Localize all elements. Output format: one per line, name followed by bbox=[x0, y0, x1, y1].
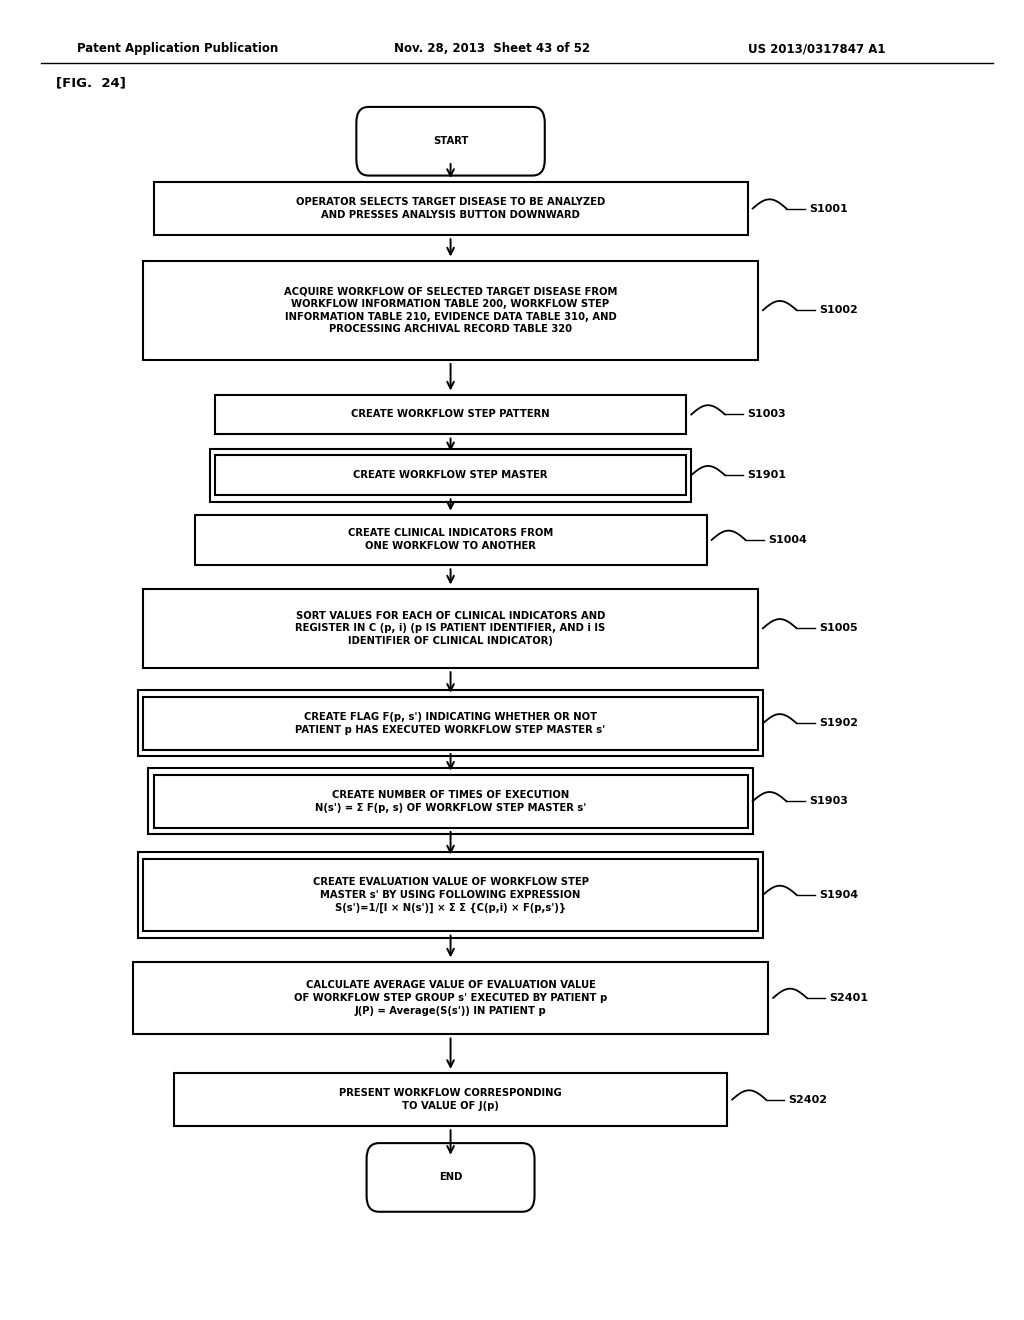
Text: END: END bbox=[439, 1172, 462, 1183]
Text: S1901: S1901 bbox=[748, 470, 786, 480]
Bar bbox=[148, 768, 753, 834]
Bar bbox=[215, 455, 686, 495]
Text: S2402: S2402 bbox=[788, 1094, 827, 1105]
Text: SORT VALUES FOR EACH OF CLINICAL INDICATORS AND
REGISTER IN C (p, i) (p IS PATIE: SORT VALUES FOR EACH OF CLINICAL INDICAT… bbox=[296, 611, 605, 645]
Text: S1003: S1003 bbox=[748, 409, 786, 420]
FancyBboxPatch shape bbox=[356, 107, 545, 176]
Text: CREATE EVALUATION VALUE OF WORKFLOW STEP
MASTER s' BY USING FOLLOWING EXPRESSION: CREATE EVALUATION VALUE OF WORKFLOW STEP… bbox=[312, 876, 589, 913]
Bar bbox=[174, 1073, 727, 1126]
Text: [FIG.  24]: [FIG. 24] bbox=[56, 77, 126, 90]
Bar bbox=[143, 589, 758, 668]
Bar bbox=[143, 697, 758, 750]
Bar bbox=[143, 261, 758, 359]
Bar bbox=[138, 853, 763, 937]
Text: CREATE FLAG F(p, s') INDICATING WHETHER OR NOT
PATIENT p HAS EXECUTED WORKFLOW S: CREATE FLAG F(p, s') INDICATING WHETHER … bbox=[296, 711, 605, 735]
Text: S1001: S1001 bbox=[809, 203, 848, 214]
Text: CALCULATE AVERAGE VALUE OF EVALUATION VALUE
OF WORKFLOW STEP GROUP s' EXECUTED B: CALCULATE AVERAGE VALUE OF EVALUATION VA… bbox=[294, 981, 607, 1015]
Text: CREATE WORKFLOW STEP PATTERN: CREATE WORKFLOW STEP PATTERN bbox=[351, 409, 550, 420]
Text: Nov. 28, 2013  Sheet 43 of 52: Nov. 28, 2013 Sheet 43 of 52 bbox=[394, 42, 591, 55]
Text: OPERATOR SELECTS TARGET DISEASE TO BE ANALYZED
AND PRESSES ANALYSIS BUTTON DOWNW: OPERATOR SELECTS TARGET DISEASE TO BE AN… bbox=[296, 197, 605, 220]
Bar bbox=[154, 775, 748, 828]
Text: PRESENT WORKFLOW CORRESPONDING
TO VALUE OF J(p): PRESENT WORKFLOW CORRESPONDING TO VALUE … bbox=[339, 1088, 562, 1111]
FancyBboxPatch shape bbox=[367, 1143, 535, 1212]
Text: US 2013/0317847 A1: US 2013/0317847 A1 bbox=[748, 42, 885, 55]
Text: Patent Application Publication: Patent Application Publication bbox=[77, 42, 279, 55]
Text: CREATE WORKFLOW STEP MASTER: CREATE WORKFLOW STEP MASTER bbox=[353, 470, 548, 480]
Bar bbox=[154, 182, 748, 235]
Text: S1004: S1004 bbox=[768, 535, 807, 545]
Text: ACQUIRE WORKFLOW OF SELECTED TARGET DISEASE FROM
WORKFLOW INFORMATION TABLE 200,: ACQUIRE WORKFLOW OF SELECTED TARGET DISE… bbox=[284, 286, 617, 334]
Bar bbox=[133, 961, 768, 1035]
Bar bbox=[215, 395, 686, 434]
Text: S2401: S2401 bbox=[829, 993, 868, 1003]
Text: S1902: S1902 bbox=[819, 718, 858, 729]
Text: START: START bbox=[433, 136, 468, 147]
Text: CREATE CLINICAL INDICATORS FROM
ONE WORKFLOW TO ANOTHER: CREATE CLINICAL INDICATORS FROM ONE WORK… bbox=[348, 528, 553, 552]
Text: S1002: S1002 bbox=[819, 305, 858, 315]
Text: S1005: S1005 bbox=[819, 623, 858, 634]
Bar bbox=[138, 690, 763, 756]
Text: S1903: S1903 bbox=[809, 796, 848, 807]
Text: S1904: S1904 bbox=[819, 890, 858, 900]
Bar bbox=[210, 449, 691, 502]
Text: CREATE NUMBER OF TIMES OF EXECUTION
N(s') = Σ F(p, s) OF WORKFLOW STEP MASTER s': CREATE NUMBER OF TIMES OF EXECUTION N(s'… bbox=[314, 789, 587, 813]
Bar bbox=[143, 859, 758, 932]
Bar bbox=[195, 515, 707, 565]
